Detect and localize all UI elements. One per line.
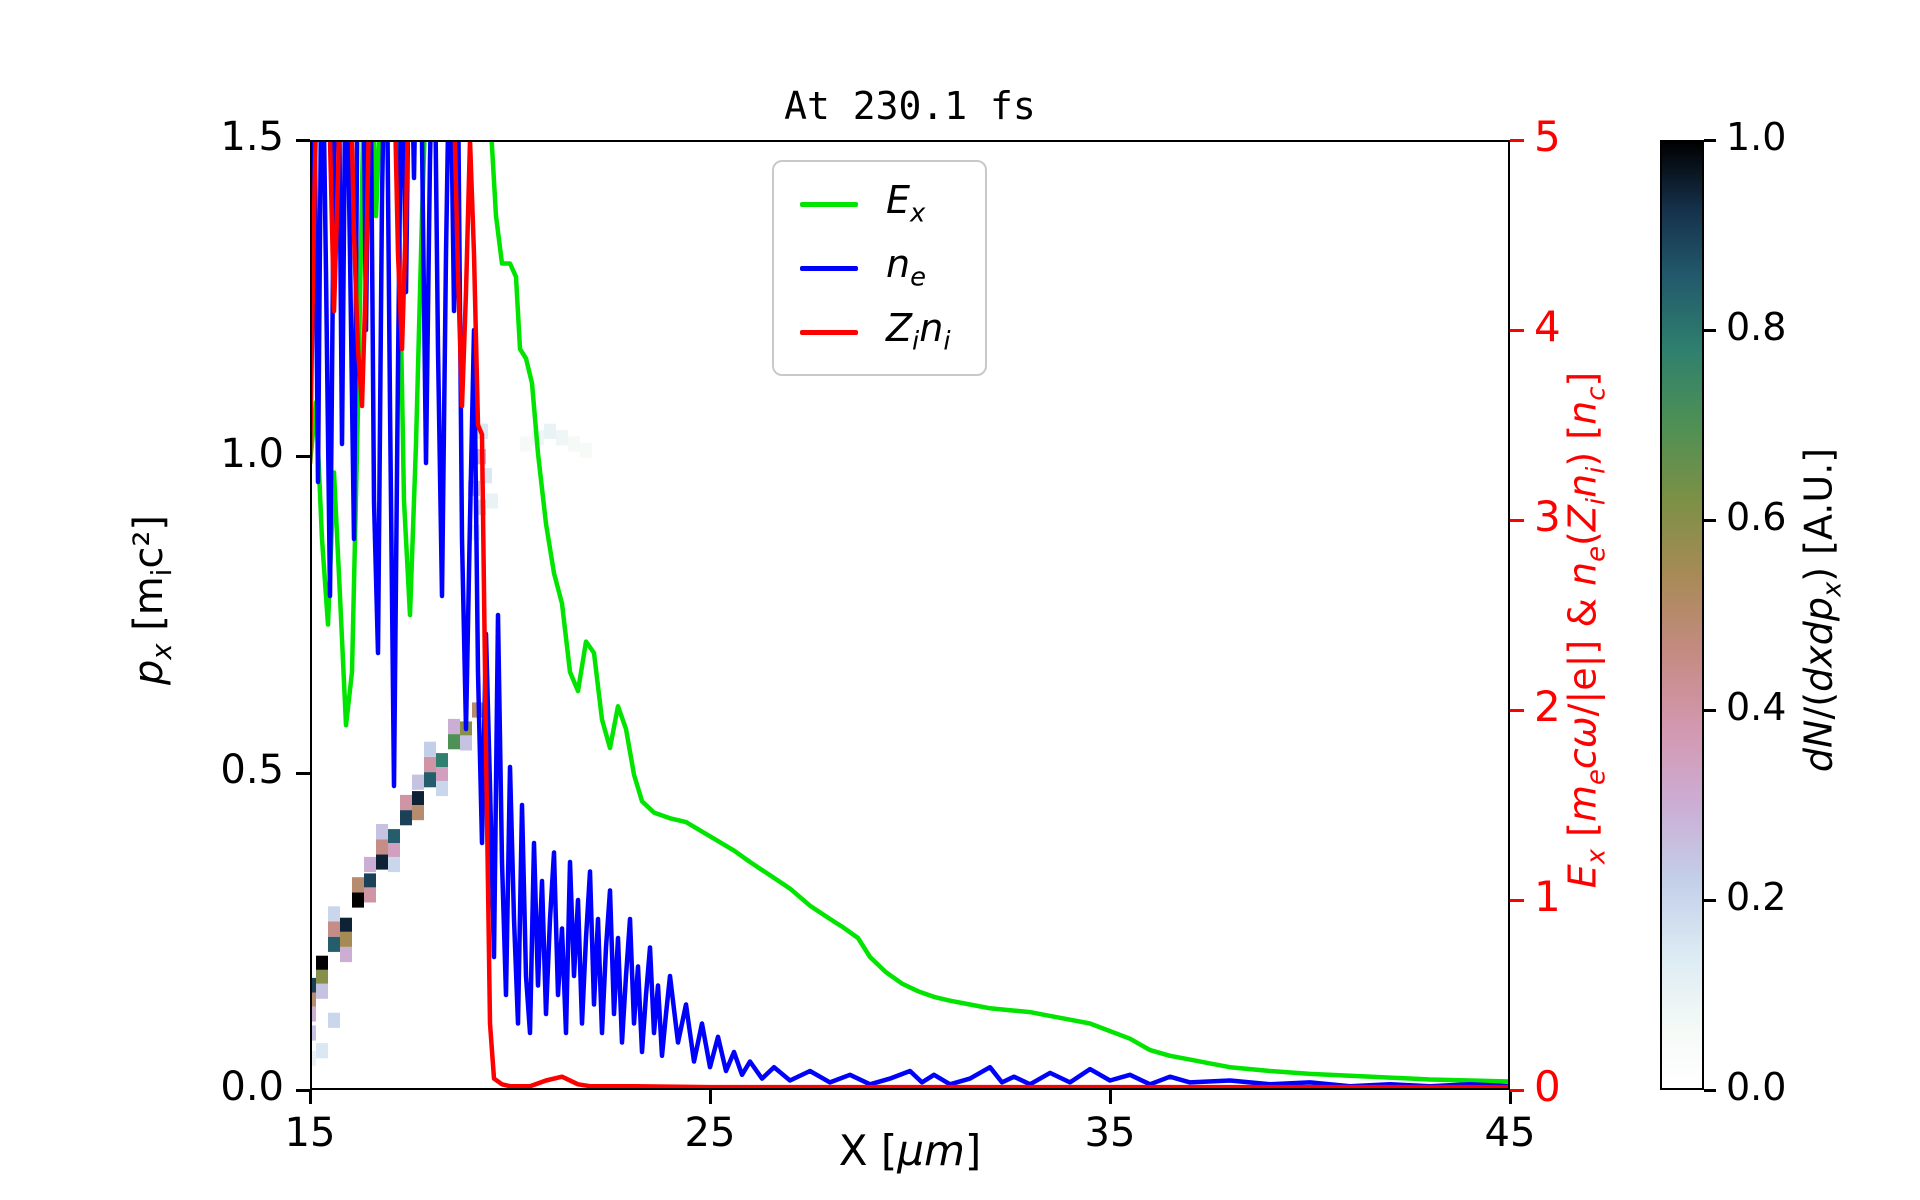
heatmap-cell — [448, 734, 460, 750]
heatmap-cell — [388, 856, 400, 873]
y-left-tick — [296, 771, 310, 775]
plot-canvas — [310, 140, 1510, 1090]
y-left-tick-label: 1.0 — [220, 430, 284, 477]
heatmap-cell — [568, 436, 580, 452]
chart-title: At 230.1 fs — [784, 84, 1036, 128]
colorbar-tick-label: 0.8 — [1726, 305, 1787, 349]
y-right-tick — [1510, 1088, 1524, 1092]
heatmap-cell — [436, 753, 448, 769]
y-left-tick-label: 0.5 — [220, 747, 284, 794]
heatmap-cell — [340, 917, 352, 933]
legend-entry-Ex: Ex — [800, 178, 951, 229]
heatmap-cell — [424, 772, 436, 788]
heatmap-cell — [412, 791, 424, 807]
heatmap-cell — [328, 906, 340, 922]
heatmap-cell — [316, 955, 328, 971]
y-right-tick-label: 4 — [1534, 302, 1561, 351]
colorbar-tick — [1704, 898, 1716, 902]
y-right-tick — [1510, 328, 1524, 332]
heatmap-cell — [364, 856, 376, 873]
y-right-tick — [1510, 708, 1524, 712]
x-tick — [1108, 1090, 1112, 1104]
colorbar-tick — [1704, 328, 1716, 332]
legend-entry-Zini: Zini — [800, 306, 951, 357]
heatmap-cell — [424, 741, 436, 757]
heatmap-cell — [310, 1025, 316, 1041]
colorbar-tick — [1704, 518, 1716, 522]
y-right-tick-label: 5 — [1534, 112, 1561, 161]
heatmap-cell — [376, 824, 388, 840]
heatmap-cell — [400, 794, 412, 811]
y-left-tick-label: 1.5 — [220, 114, 284, 160]
y-left-tick — [296, 138, 310, 142]
colorbar-tick-label: 0.0 — [1726, 1065, 1787, 1109]
series-line-Zini — [310, 140, 1510, 1090]
heatmap-cell — [436, 767, 448, 783]
y-axis-label-right: Ex [mecω/|e|] & ne(Zini) [nc] — [1560, 371, 1612, 889]
x-tick — [1508, 1090, 1512, 1104]
heatmap-cell — [376, 854, 388, 870]
y-right-tick — [1510, 898, 1524, 902]
heatmap-cell — [544, 423, 556, 439]
colorbar-tick-label: 0.2 — [1726, 875, 1787, 919]
heatmap-cell — [412, 805, 424, 821]
heatmap-cell — [310, 1006, 316, 1022]
heatmap-cell — [376, 839, 388, 855]
legend-entry-ne: ne — [800, 242, 951, 293]
colorbar-tick-label: 1.0 — [1726, 115, 1787, 159]
heatmap-cell — [328, 936, 340, 952]
heatmap-cell — [352, 877, 364, 893]
y-left-tick-label: 0.0 — [220, 1064, 284, 1110]
heatmap-cell — [316, 969, 328, 985]
heatmap-cell — [580, 442, 592, 458]
heatmap-cell — [424, 756, 436, 773]
plot-area: Ex ne Zini — [310, 140, 1510, 1090]
legend-swatch-ne — [800, 265, 858, 271]
y-axis-label-left: px [mic²] — [126, 515, 178, 685]
x-axis-label: X [μm] — [838, 1126, 982, 1175]
y-right-tick — [1510, 518, 1524, 522]
heatmap-cell — [448, 718, 460, 735]
colorbar-tick — [1704, 708, 1716, 712]
heatmap-cell — [520, 436, 532, 452]
y-right-tick-label: 0 — [1534, 1062, 1561, 1111]
y-right-tick — [1510, 138, 1524, 142]
heatmap-cell — [310, 992, 316, 1008]
heatmap-cell — [556, 430, 568, 446]
heatmap-cell — [460, 735, 472, 751]
y-left-tick — [296, 455, 310, 459]
y-left-tick — [296, 1088, 310, 1092]
heatmap-cell — [400, 810, 412, 826]
heatmap-cell — [310, 977, 316, 994]
legend-swatch-Zini — [800, 329, 858, 335]
heatmap-cell — [436, 780, 448, 797]
colorbar — [1660, 140, 1704, 1090]
x-tick — [708, 1090, 712, 1104]
colorbar-tick — [1704, 1088, 1716, 1092]
heatmap-cell — [328, 1012, 340, 1028]
heatmap-cell — [364, 873, 376, 889]
heatmap-cell — [352, 892, 364, 908]
heatmap-cell — [340, 931, 352, 947]
legend: Ex ne Zini — [772, 160, 987, 377]
heatmap-cell — [316, 983, 328, 999]
legend-label-Ex: Ex — [886, 178, 926, 229]
heatmap-cell — [340, 946, 352, 963]
heatmap-cell — [316, 1043, 328, 1059]
legend-label-Zini: Zini — [886, 306, 951, 357]
heatmap-cell — [310, 1050, 316, 1066]
colorbar-label: dN/(dxdpx) [A.U.] — [1796, 447, 1848, 773]
heatmap-cell — [388, 829, 400, 845]
heatmap-cell — [328, 921, 340, 937]
legend-swatch-Ex — [800, 201, 858, 207]
heatmap-cell — [364, 887, 376, 903]
heatmap-cell — [388, 843, 400, 859]
heatmap-cell — [486, 493, 498, 509]
colorbar-tick — [1704, 138, 1716, 142]
series-line-Ex — [310, 140, 1510, 1084]
legend-label-ne: ne — [886, 242, 926, 293]
heatmap-cell — [412, 774, 424, 790]
x-tick — [308, 1090, 312, 1104]
